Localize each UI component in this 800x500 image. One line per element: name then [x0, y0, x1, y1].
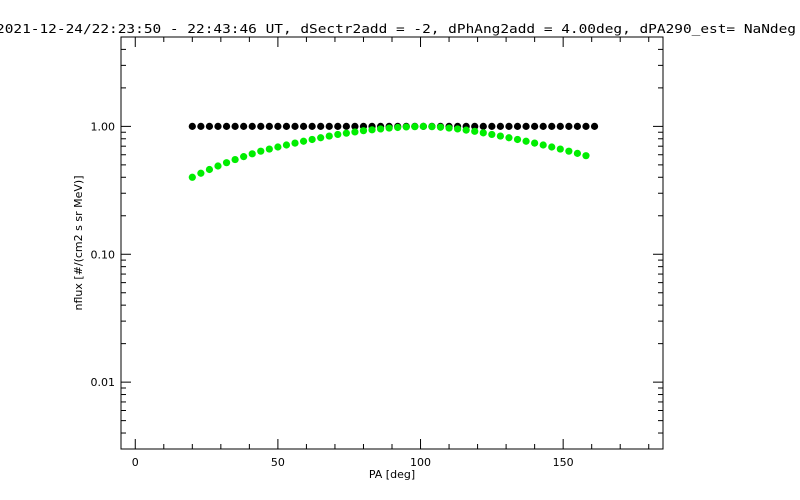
data-point: [265, 122, 273, 130]
data-point: [573, 122, 582, 130]
data-point: [351, 122, 359, 130]
data-point: [240, 153, 248, 161]
data-point: [385, 124, 393, 132]
y-axis-title: nflux [#/(cm2 s sr MeV)]: [72, 176, 85, 311]
data-point: [282, 122, 291, 130]
data-point: [222, 122, 231, 130]
data-point: [299, 137, 308, 145]
data-point: [539, 141, 547, 149]
series-2: [188, 122, 590, 181]
data-point: [522, 137, 530, 145]
data-point: [274, 143, 282, 151]
data-point: [556, 122, 564, 130]
data-point: [205, 165, 214, 174]
data-point: [471, 127, 479, 135]
data-point: [479, 122, 487, 130]
data-point: [222, 159, 231, 167]
y-tick-label: 1.00: [91, 120, 116, 133]
data-point: [505, 134, 513, 142]
chart-title: 2021-12-24/22:23:50 - 22:43:46 UT, dSect…: [0, 21, 796, 36]
axis-tick-labels: 0 50 100 150 0.01 0.10 1.00: [91, 120, 574, 469]
series-1: [188, 122, 599, 130]
data-series: [188, 122, 599, 181]
data-point: [428, 123, 436, 131]
data-point: [376, 125, 385, 133]
data-point: [565, 147, 573, 155]
data-point: [248, 150, 256, 158]
data-point: [282, 141, 291, 149]
data-point: [342, 129, 350, 137]
data-point: [342, 122, 350, 130]
data-point: [496, 122, 504, 130]
data-point: [205, 122, 214, 130]
data-point: [317, 122, 325, 130]
data-point: [505, 122, 513, 130]
data-point: [334, 122, 342, 130]
data-point: [513, 135, 522, 144]
data-point: [436, 123, 445, 131]
data-point: [257, 122, 265, 130]
x-tick-label: 100: [410, 456, 431, 469]
data-point: [462, 126, 470, 134]
data-point: [488, 130, 496, 139]
y-tick-label: 0.10: [91, 248, 116, 261]
data-point: [351, 128, 359, 136]
data-point: [419, 122, 427, 130]
data-point: [214, 122, 222, 130]
data-point: [359, 127, 368, 135]
axis-ticks: [121, 36, 663, 450]
x-tick-label: 150: [553, 456, 574, 469]
data-point: [556, 145, 564, 153]
x-tick-label: 0: [132, 456, 139, 469]
y-tick-label: 0.01: [91, 376, 116, 389]
data-point: [531, 122, 539, 130]
data-point: [582, 122, 590, 130]
data-point: [402, 123, 410, 131]
data-point: [257, 147, 265, 155]
data-point: [231, 122, 239, 130]
data-point: [265, 145, 273, 153]
data-point: [539, 122, 547, 130]
data-point: [240, 122, 248, 130]
data-point: [565, 122, 573, 130]
data-point: [188, 122, 196, 130]
data-point: [582, 152, 590, 160]
data-point: [188, 173, 196, 181]
data-point: [317, 134, 325, 142]
data-point: [573, 149, 582, 157]
data-point: [308, 122, 316, 130]
data-point: [308, 135, 316, 144]
data-point: [291, 122, 299, 130]
data-point: [197, 122, 205, 130]
data-point: [522, 122, 530, 130]
data-point: [488, 122, 496, 130]
plot-frame: [120, 36, 664, 450]
data-point: [445, 124, 453, 132]
data-point: [471, 122, 479, 130]
data-point: [411, 123, 419, 131]
data-point: [291, 139, 299, 147]
data-point: [513, 122, 522, 130]
data-point: [368, 126, 376, 134]
data-point: [590, 122, 599, 130]
data-point: [394, 123, 402, 132]
data-point: [325, 132, 333, 140]
data-point: [548, 143, 556, 151]
data-point: [496, 132, 504, 140]
data-point: [531, 139, 539, 147]
data-point: [214, 162, 222, 170]
data-point: [274, 122, 282, 130]
data-point: [334, 130, 342, 139]
data-point: [299, 122, 308, 130]
data-point: [197, 169, 205, 177]
x-tick-label: 50: [271, 456, 285, 469]
x-axis-title: PA [deg]: [369, 468, 415, 481]
data-point: [231, 155, 239, 164]
data-point: [248, 122, 256, 130]
data-point: [479, 129, 487, 137]
data-point: [325, 122, 333, 130]
data-point: [548, 122, 556, 130]
data-point: [454, 125, 462, 133]
